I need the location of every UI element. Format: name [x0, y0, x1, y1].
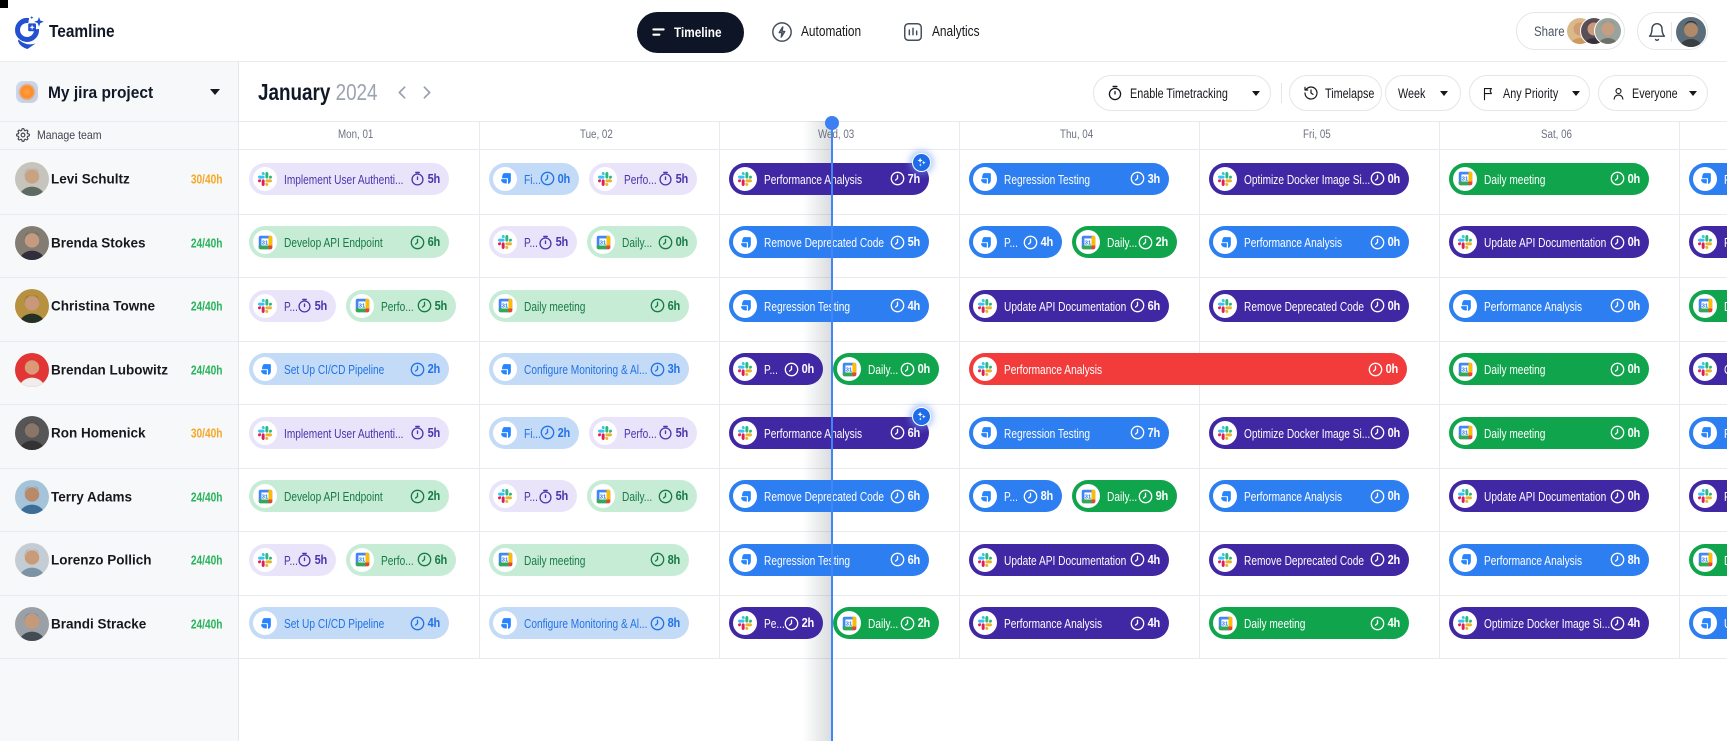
svg-text:31: 31 — [1461, 430, 1467, 436]
svg-text:31: 31 — [358, 557, 364, 563]
svg-text:31: 31 — [599, 494, 605, 500]
svg-text:31: 31 — [1701, 303, 1707, 309]
svg-text:31: 31 — [261, 494, 267, 500]
svg-text:31: 31 — [1701, 557, 1707, 563]
svg-text:31: 31 — [501, 557, 507, 563]
svg-text:31: 31 — [1084, 240, 1090, 246]
svg-text:31: 31 — [845, 367, 851, 373]
svg-text:31: 31 — [1461, 176, 1467, 182]
svg-text:31: 31 — [358, 303, 364, 309]
svg-text:31: 31 — [501, 303, 507, 309]
svg-text:31: 31 — [1221, 621, 1227, 627]
svg-text:31: 31 — [599, 240, 605, 246]
svg-text:31: 31 — [845, 621, 851, 627]
svg-text:31: 31 — [261, 240, 267, 246]
svg-text:31: 31 — [1084, 494, 1090, 500]
svg-text:31: 31 — [1461, 367, 1467, 373]
